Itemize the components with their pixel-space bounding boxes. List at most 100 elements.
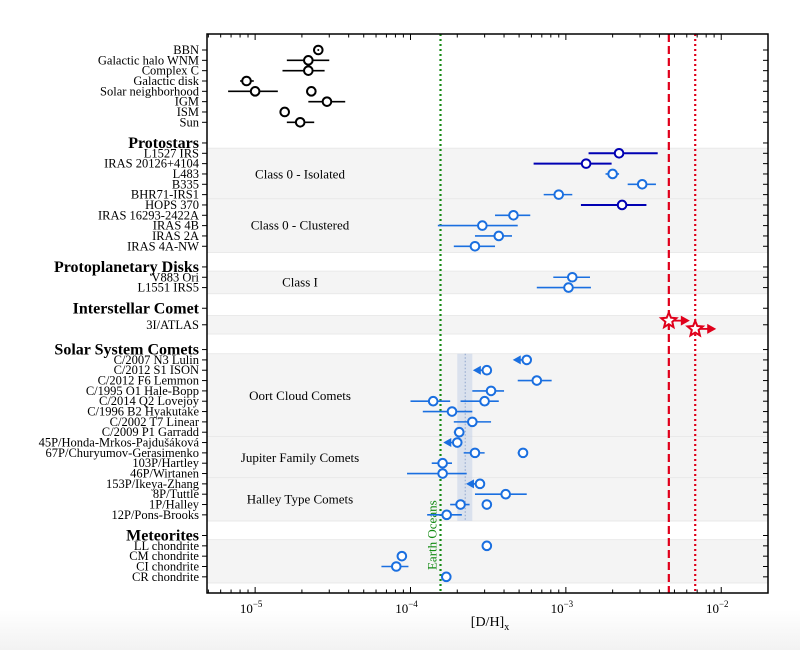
data-point: [512, 354, 533, 366]
lower-limit-arrow: [707, 323, 717, 334]
section-heading: Protoplanetary Disks: [54, 259, 199, 276]
circle-marker: [306, 86, 317, 97]
circle-marker: [455, 499, 466, 510]
y-tick-label: IRAS 2A: [152, 229, 199, 243]
circle-marker: [616, 199, 628, 211]
circle-marker: [479, 395, 490, 407]
y-tick-label: Solar neighborhood: [100, 84, 200, 98]
x-tick-label: 10−5: [240, 599, 263, 616]
y-tick-label: CI chondrite: [136, 560, 199, 574]
data-point: [453, 426, 465, 438]
circle-marker: [441, 571, 452, 583]
data-point: [407, 468, 467, 479]
y-tick-label: 45P/Honda-Mrkos-Pajdušáková: [39, 436, 200, 450]
y-tick-label: BHR71-IRS1: [131, 188, 199, 202]
x-tick-base: 10: [706, 601, 719, 616]
section-heading: Interstellar Comet: [73, 300, 200, 317]
circle-marker: [531, 375, 543, 386]
plot-frame: [206, 33, 769, 594]
y-tick-label: IGM: [175, 95, 199, 109]
y-tick-label: 1P/Halley: [149, 498, 200, 512]
y-tick-label: C/2012 S1 ISON: [114, 363, 199, 377]
y-tick-label: V883 Ori: [151, 270, 199, 284]
upper-limit-arrow: [472, 365, 481, 375]
y-tick-label: Complex C: [142, 64, 199, 78]
circle-marker: [607, 168, 618, 180]
star-marker: [658, 310, 679, 330]
data-point: [306, 86, 317, 97]
circle-marker: [485, 385, 497, 397]
data-point: [460, 395, 499, 407]
x-tick-exp: −4: [408, 599, 418, 609]
x-axis-title-main: [D/H]: [471, 615, 504, 630]
data-point: [431, 457, 453, 469]
y-tick-label: CM chondrite: [129, 549, 199, 563]
y-tick-label: BBN: [173, 43, 199, 57]
group-label: Jupiter Family Comets: [241, 450, 359, 465]
y-tick-label: 46P/Wirtanen: [130, 467, 200, 481]
circle-marker: [493, 230, 505, 242]
circle-marker: [467, 416, 478, 428]
circle-marker: [249, 86, 261, 97]
data-point: [472, 364, 493, 376]
circle-marker: [437, 468, 448, 479]
circle-marker: [279, 106, 291, 118]
y-tick-label: HOPS 370: [145, 198, 199, 212]
data-point: [517, 447, 529, 459]
circle-marker: [441, 509, 452, 521]
group-label: Class 0 - Isolated: [255, 166, 345, 181]
circle-marker: [481, 499, 493, 510]
data-point: [443, 437, 463, 448]
section-heading: Protostars: [128, 135, 199, 152]
y-tick-label: L1527 IRS: [144, 146, 199, 160]
data-point: [286, 117, 315, 128]
y-tick-label: 3I/ATLAS: [146, 318, 199, 332]
y-tick-label: Galactic halo WNM: [98, 53, 199, 67]
data-point: [427, 509, 462, 521]
circle-marker: [427, 395, 439, 407]
y-tick-label: Galactic disk: [133, 74, 199, 88]
data-point: [422, 406, 473, 417]
circle-marker: [613, 148, 625, 159]
y-tick-label: ISM: [177, 105, 199, 119]
x-axis-title-sub: x: [504, 622, 509, 633]
x-axis-title: [D/H]x: [471, 615, 509, 633]
group-label: Oort Cloud Comets: [249, 388, 351, 403]
data-point: [312, 44, 324, 56]
y-tick-label: 153P/Ikeya-Zhang: [106, 477, 200, 491]
circle-marker: [580, 158, 592, 169]
background-footer: [0, 610, 800, 650]
section-heading: Solar System Comets: [54, 342, 199, 359]
x-tick-exp: −3: [564, 599, 574, 609]
y-tick-label: C/1995 O1 Hale-Bopp: [86, 384, 199, 398]
circle-marker: [303, 55, 314, 66]
group-label: Class 0 - Clustered: [251, 218, 350, 233]
upper-limit-arrow: [443, 438, 452, 448]
section-heading: Meteorites: [126, 528, 199, 545]
data-point: [463, 447, 485, 459]
star-marker: [685, 318, 706, 338]
circle-marker: [469, 240, 481, 252]
circle-marker: [481, 540, 493, 552]
circle-marker: [474, 478, 486, 490]
y-tick-label: C/1996 B2 Hyakutake: [87, 405, 199, 419]
y-tick-label: L483: [173, 167, 199, 181]
x-tick-base: 10: [551, 601, 564, 616]
y-tick-label: C/2014 Q2 Lovejoy: [99, 394, 200, 408]
data-point: [536, 282, 591, 293]
y-tick-label: LL chondrite: [134, 539, 200, 553]
group-bands: Class 0 - Isolated Class 0 - Clustered Cla…: [206, 147, 769, 584]
data-point: [685, 318, 717, 338]
data-point: [240, 75, 254, 87]
circle-marker: [563, 282, 574, 293]
circle-marker: [321, 96, 333, 107]
y-tick-label: IRAS 4A-NW: [127, 239, 199, 253]
data-points: [228, 44, 717, 583]
circle-marker: [521, 354, 533, 366]
circle-marker: [437, 457, 448, 469]
group-label: Halley Type Comets: [247, 491, 353, 506]
y-tick-label: IRAS 4B: [153, 219, 199, 233]
y-tick-label: IRAS 16293-2422A: [98, 208, 199, 222]
circle-marker: [303, 65, 314, 76]
